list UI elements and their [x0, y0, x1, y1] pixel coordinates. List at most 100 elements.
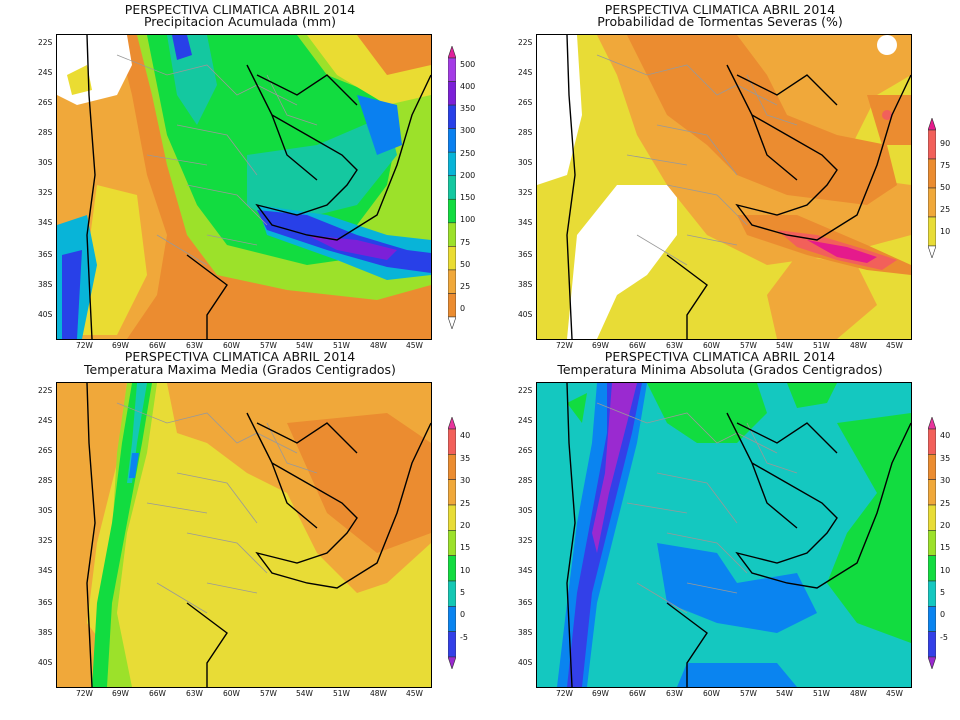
lat-label: 34S: [38, 566, 53, 575]
lon-label: 48W: [370, 689, 387, 698]
lon-label: 72W: [76, 689, 93, 698]
colorbar-label: 10: [940, 566, 951, 575]
colorbar-segment: [927, 129, 937, 160]
lon-label: 51W: [813, 689, 830, 698]
lat-label: 38S: [518, 628, 533, 637]
lat-label: 40S: [518, 310, 533, 319]
colorbar-label: 350: [460, 104, 476, 113]
lat-label: 38S: [38, 628, 53, 637]
panel-severe-storms: PERSPECTIVA CLIMATICA ABRIL 2014 Probabi…: [480, 0, 960, 360]
colorbar-label: 100: [460, 215, 476, 224]
lat-label: 22S: [518, 38, 533, 47]
max-temperature-map: [56, 382, 432, 688]
colorbar-label: 150: [460, 193, 476, 202]
lat-label: 30S: [38, 506, 53, 515]
colorbar-top-arrow: [447, 416, 457, 430]
colorbar-segment: [447, 606, 457, 632]
colorbar-segment: [927, 555, 937, 582]
lon-label: 57W: [740, 689, 757, 698]
colorbar-top-arrow: [927, 416, 937, 430]
lat-label: 26S: [518, 98, 533, 107]
lat-label: 40S: [38, 658, 53, 667]
colorbar-segment: [447, 222, 457, 247]
colorbar-label: -5: [460, 633, 468, 642]
lon-label: 69W: [592, 689, 609, 698]
colorbar-segment: [927, 216, 937, 247]
colorbar-label: -5: [940, 633, 948, 642]
lat-label: 36S: [38, 250, 53, 259]
colorbar-segment: [447, 104, 457, 129]
colorbar-bottom-arrow: [447, 656, 457, 670]
colorbar-segment: [927, 479, 937, 506]
colorbar-segment: [927, 428, 937, 455]
lon-label: 48W: [370, 341, 387, 350]
lat-label: 22S: [38, 386, 53, 395]
colorbar-bottom-arrow: [927, 656, 937, 670]
colorbar-segment: [447, 293, 457, 318]
colorbar-label: 300: [460, 126, 476, 135]
lon-label: 63W: [666, 689, 683, 698]
colorbar-label: 250: [460, 149, 476, 158]
lon-label: 54W: [776, 341, 793, 350]
panel-max-temperature: PERSPECTIVA CLIMATICA ABRIL 2014 Tempera…: [0, 350, 480, 720]
lat-label: 36S: [518, 250, 533, 259]
colorbar-segment: [447, 175, 457, 200]
panel-title: PERSPECTIVA CLIMATICA ABRIL 2014: [604, 349, 836, 364]
panel-subtitle: Precipitacion Acumulada (mm): [143, 14, 337, 29]
lon-label: 57W: [260, 341, 277, 350]
lat-label: 26S: [38, 446, 53, 455]
lon-label: 54W: [296, 341, 313, 350]
lon-label: 69W: [112, 341, 129, 350]
colorbar-label: 25: [460, 282, 471, 291]
colorbar-label: 50: [460, 260, 471, 269]
colorbar-segment: [447, 128, 457, 153]
precipitation-map: [56, 34, 432, 340]
colorbar-segment: [447, 198, 457, 224]
colorbar-segment: [927, 580, 937, 607]
lat-label: 24S: [518, 416, 533, 425]
panel-title: PERSPECTIVA CLIMATICA ABRIL 2014: [124, 2, 356, 17]
lon-label: 57W: [260, 689, 277, 698]
lat-label: 30S: [518, 506, 533, 515]
lat-label: 32S: [38, 536, 53, 545]
colorbar-label: 40: [940, 431, 951, 440]
colorbar-graphic: [447, 416, 457, 670]
lon-label: 69W: [592, 341, 609, 350]
colorbar-segment: [447, 57, 457, 82]
colorbar-label: 20: [940, 521, 951, 530]
lat-label: 32S: [518, 536, 533, 545]
panel-precipitation: PERSPECTIVA CLIMATICA ABRIL 2014 Precipi…: [0, 0, 480, 360]
lon-label: 72W: [76, 341, 93, 350]
lon-label: 63W: [186, 689, 203, 698]
colorbar-label: 35: [460, 454, 471, 463]
colorbar-segment: [447, 151, 457, 177]
colorbar-segment: [447, 428, 457, 455]
lon-label: 60W: [703, 689, 720, 698]
colorbar-label: 25: [940, 205, 951, 214]
colorbar-segment: [927, 187, 937, 218]
colorbar-segment: [447, 580, 457, 607]
panel-title: PERSPECTIVA CLIMATICA ABRIL 2014: [604, 2, 836, 17]
colorbar-label: 75: [460, 238, 471, 247]
colorbar-top-arrow: [447, 45, 457, 59]
colorbar-label: 15: [940, 543, 951, 552]
panel-subtitle: Temperatura Maxima Media (Grados Centigr…: [84, 362, 396, 377]
lat-label: 32S: [518, 188, 533, 197]
lat-label: 24S: [38, 416, 53, 425]
colorbar: [447, 45, 457, 330]
colorbar-label: 25: [460, 499, 471, 508]
lon-label: 60W: [703, 341, 720, 350]
colorbar: [927, 416, 937, 670]
colorbar-segment: [447, 530, 457, 556]
colorbar-label: 25: [940, 499, 951, 508]
colorbar-segment: [447, 454, 457, 480]
colorbar-segment: [447, 81, 457, 106]
colorbar-label: 0: [460, 304, 466, 313]
colorbar-segment: [927, 606, 937, 632]
lat-label: 30S: [38, 158, 53, 167]
lon-label: 45W: [886, 341, 903, 350]
lat-label: 30S: [518, 158, 533, 167]
colorbar-label: 10: [460, 566, 471, 575]
lon-label: 60W: [223, 341, 240, 350]
colorbar-bottom-arrow: [927, 245, 937, 259]
